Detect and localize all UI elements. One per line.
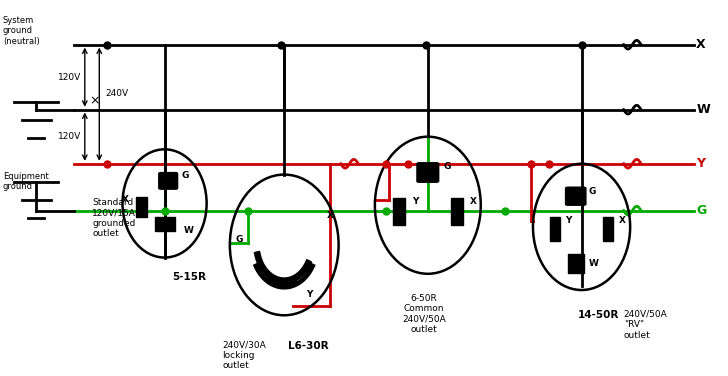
Bar [451, 198, 463, 225]
Bar [136, 197, 146, 217]
Text: 5-15R: 5-15R [172, 272, 206, 282]
Bar [604, 217, 614, 241]
Text: Y: Y [306, 290, 313, 299]
FancyBboxPatch shape [566, 187, 586, 205]
Text: 6-50R
Common
240V/50A
outlet: 6-50R Common 240V/50A outlet [403, 294, 446, 334]
Text: G: G [181, 171, 189, 180]
Text: G: G [589, 187, 596, 196]
Text: G: G [444, 162, 451, 171]
Text: W: W [184, 226, 194, 235]
Text: X: X [696, 38, 705, 51]
Text: Y: Y [565, 215, 571, 224]
Text: 120V: 120V [58, 132, 81, 141]
Text: Y: Y [696, 157, 705, 170]
Text: 240V/30A
locking
outlet: 240V/30A locking outlet [223, 341, 266, 370]
Text: G: G [236, 235, 243, 244]
FancyBboxPatch shape [159, 173, 178, 189]
Text: L6-30R: L6-30R [288, 341, 328, 350]
Bar [393, 198, 405, 225]
Bar [155, 217, 175, 231]
Text: 14-50R: 14-50R [578, 310, 620, 320]
Text: X: X [470, 197, 477, 206]
Text: G: G [696, 204, 706, 217]
Text: 120V: 120V [58, 73, 81, 82]
Text: Y: Y [412, 197, 418, 206]
Text: System
ground
(neutral): System ground (neutral) [3, 16, 39, 45]
Text: X: X [619, 215, 625, 224]
Text: X: X [327, 211, 333, 220]
Text: Equipment
ground: Equipment ground [3, 172, 49, 191]
Text: 240V/50A
"RV"
outlet: 240V/50A "RV" outlet [624, 310, 668, 340]
FancyBboxPatch shape [417, 163, 439, 182]
Text: X: X [122, 195, 128, 204]
Text: 240V: 240V [105, 89, 128, 98]
Bar [568, 253, 584, 273]
Text: W: W [589, 259, 598, 268]
Text: ×: × [89, 94, 100, 107]
Text: W: W [696, 103, 710, 116]
Text: Standard
120V/15A
grounded
outlet: Standard 120V/15A grounded outlet [92, 198, 136, 238]
Bar [550, 217, 560, 241]
